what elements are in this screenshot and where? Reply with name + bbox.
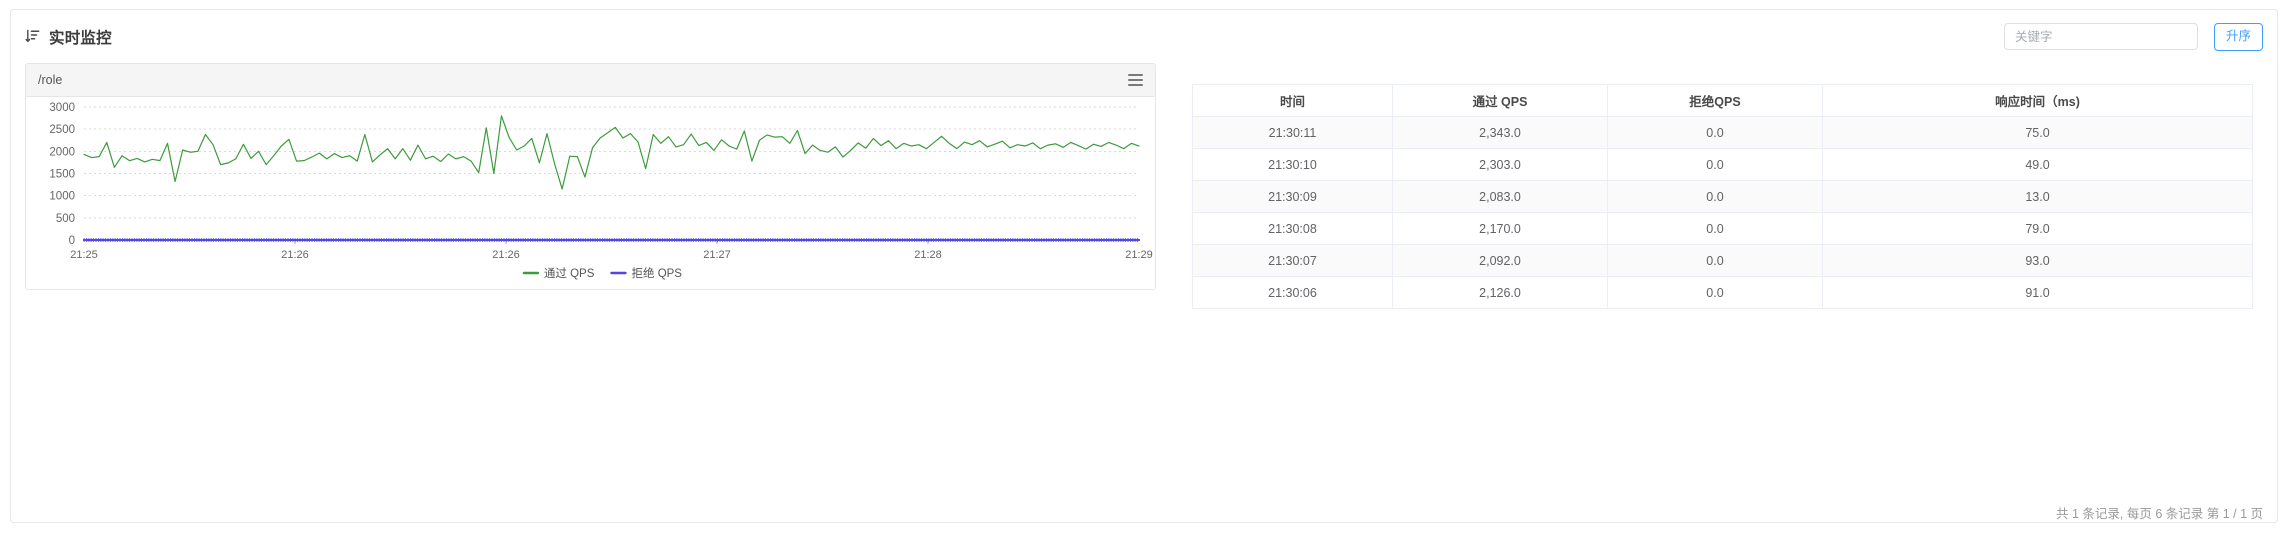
chart-card: /role 3000 2500 2000 1500 1000 500 0 21:25 21:26…: [25, 63, 1156, 290]
monitor-panel: 实时监控 升序 /role 3000 2500 2000 1500 1000 500 0 21…: [10, 9, 2278, 523]
cell-block: 0.0: [1607, 116, 1823, 149]
svg-text:21:26: 21:26: [281, 249, 309, 261]
cell-pass: 2,343.0: [1392, 116, 1608, 149]
svg-text:0: 0: [69, 235, 75, 247]
svg-text:21:29: 21:29: [1125, 249, 1153, 261]
header-tools: 升序: [2003, 10, 2263, 63]
svg-text:21:28: 21:28: [914, 249, 942, 261]
table-row[interactable]: 21:30:08 2,170.0 0.0 79.0: [1192, 212, 2253, 245]
svg-text:3000: 3000: [49, 102, 75, 114]
cell-pass: 2,170.0: [1392, 212, 1608, 245]
qps-line-chart: 3000 2500 2000 1500 1000 500 0 21:25 21:26 21:26 2…: [49, 102, 1153, 280]
table-row[interactable]: 21:30:07 2,092.0 0.0 93.0: [1192, 244, 2253, 277]
svg-text:2500: 2500: [49, 124, 75, 136]
cell-block: 0.0: [1607, 212, 1823, 245]
panel-title-wrap: 实时监控: [25, 26, 112, 48]
cell-time: 21:30:11: [1192, 116, 1393, 149]
cell-time: 21:30:08: [1192, 212, 1393, 245]
page-title: 实时监控: [49, 29, 112, 47]
svg-text:1000: 1000: [49, 191, 75, 203]
search-input[interactable]: [2003, 23, 2198, 50]
column-header-time: 时间: [1192, 84, 1393, 117]
cell-time: 21:30:07: [1192, 244, 1393, 277]
cell-time: 21:30:10: [1192, 148, 1393, 181]
cell-rt: 75.0: [1822, 116, 2253, 149]
svg-text:拒绝 QPS: 拒绝 QPS: [632, 266, 683, 280]
svg-text:21:26: 21:26: [492, 249, 520, 261]
cell-block: 0.0: [1607, 180, 1823, 213]
cell-pass: 2,303.0: [1392, 148, 1608, 181]
cell-pass: 2,083.0: [1392, 180, 1608, 213]
svg-text:通过 QPS: 通过 QPS: [544, 267, 595, 280]
cell-rt: 79.0: [1822, 212, 2253, 245]
chart-resource-label: /role: [38, 73, 63, 87]
column-header-block: 拒绝QPS: [1607, 84, 1823, 117]
metrics-table: 时间 通过 QPS 拒绝QPS 响应时间（ms) 21:30:11 2,343.0…: [1192, 84, 2253, 309]
cell-rt: 13.0: [1822, 180, 2253, 213]
cell-pass: 2,092.0: [1392, 244, 1608, 277]
table-body: 21:30:11 2,343.0 0.0 75.0 21:30:10 2,303.0 0.0…: [1192, 116, 2253, 309]
table-header-row: 时间 通过 QPS 拒绝QPS 响应时间（ms): [1192, 84, 2253, 117]
cell-block: 0.0: [1607, 148, 1823, 181]
cell-block: 0.0: [1607, 244, 1823, 277]
column-header-rt: 响应时间（ms): [1822, 84, 2253, 117]
cell-rt: 93.0: [1822, 244, 2253, 277]
svg-text:500: 500: [56, 213, 75, 225]
cell-rt: 91.0: [1822, 276, 2253, 309]
metrics-table-wrap: 时间 通过 QPS 拒绝QPS 响应时间（ms) 21:30:11 2,343.0…: [1192, 84, 2253, 309]
cell-time: 21:30:06: [1192, 276, 1393, 309]
svg-text:1500: 1500: [49, 169, 75, 181]
chart-card-header: /role: [26, 64, 1155, 97]
sort-ascending-button[interactable]: 升序: [2213, 22, 2263, 51]
cell-pass: 2,126.0: [1392, 276, 1608, 309]
panel-header: 实时监控 升序: [11, 10, 2277, 63]
column-header-pass: 通过 QPS: [1392, 84, 1608, 117]
table-row[interactable]: 21:30:09 2,083.0 0.0 13.0: [1192, 180, 2253, 213]
svg-text:21:27: 21:27: [703, 249, 731, 261]
table-row[interactable]: 21:30:11 2,343.0 0.0 75.0: [1192, 116, 2253, 149]
table-row[interactable]: 21:30:06 2,126.0 0.0 91.0: [1192, 276, 2253, 309]
svg-text:21:25: 21:25: [70, 249, 98, 261]
pagination-summary: 共 1 条记录, 每页 6 条记录 第 1 / 1 页: [2056, 507, 2263, 521]
cell-rt: 49.0: [1822, 148, 2253, 181]
cell-block: 0.0: [1607, 276, 1823, 309]
chart-plot-area: 3000 2500 2000 1500 1000 500 0 21:25 21:26 21:26 2…: [26, 97, 1155, 289]
table-row[interactable]: 21:30:10 2,303.0 0.0 49.0: [1192, 148, 2253, 181]
cell-time: 21:30:09: [1192, 180, 1393, 213]
hamburger-menu-icon[interactable]: [1128, 74, 1143, 86]
table-head: 时间 通过 QPS 拒绝QPS 响应时间（ms): [1192, 84, 2253, 117]
svg-text:2000: 2000: [49, 146, 75, 158]
sort-amount-icon: [25, 29, 40, 43]
